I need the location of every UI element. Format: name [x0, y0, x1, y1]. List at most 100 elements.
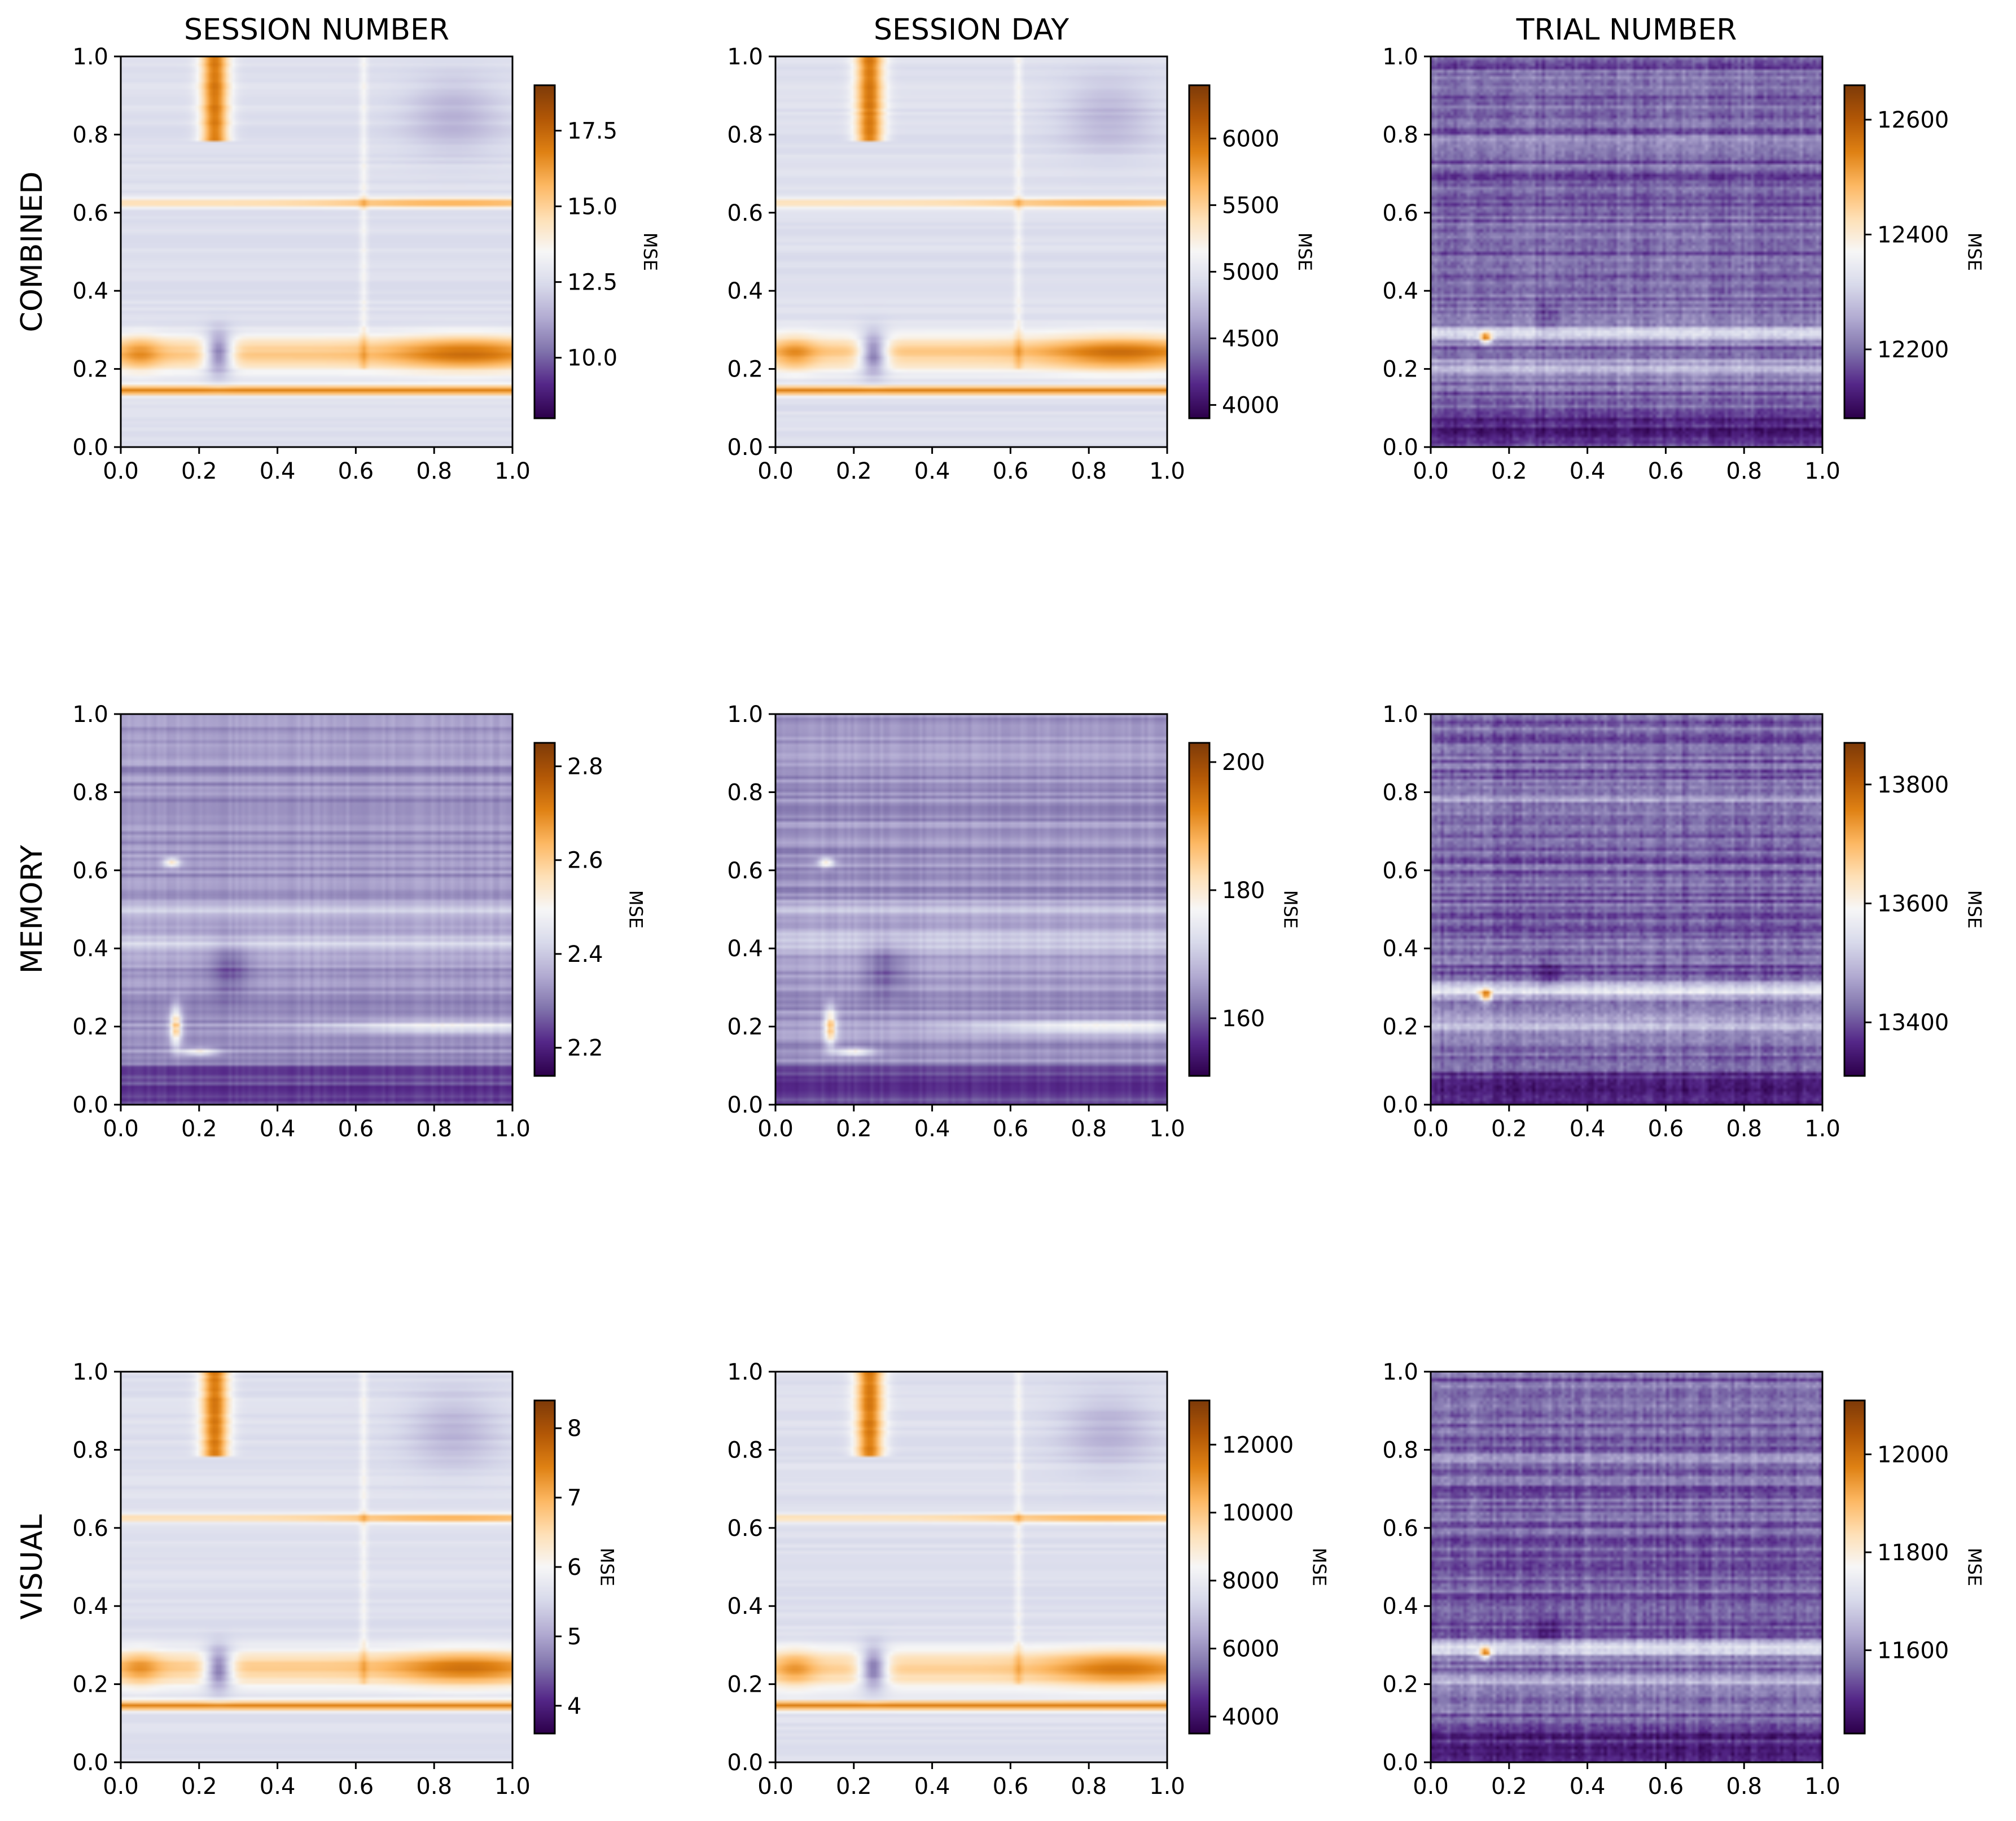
y-tick-label: 1.0: [72, 1359, 108, 1385]
colorbar-tick-label: 180: [1222, 878, 1265, 904]
x-tick-label: 1.0: [494, 458, 531, 484]
x-tick-label: 0.8: [1071, 1116, 1107, 1142]
y-tick-label: 0.4: [72, 936, 108, 962]
axes-frame: [120, 55, 514, 448]
x-tick-label: 1.0: [1804, 458, 1840, 484]
y-tick-label: 0.6: [72, 200, 108, 226]
colorbar-tick-label: 160: [1222, 1006, 1265, 1032]
y-tick-label: 0.0: [727, 1092, 763, 1118]
x-tick-label: 0.4: [1570, 1774, 1606, 1800]
x-tick-label: 0.6: [1648, 1774, 1684, 1800]
x-tick-label: 0.0: [757, 458, 794, 484]
colorbar: [534, 743, 555, 1076]
y-tick-label: 0.2: [1382, 1014, 1418, 1040]
panel-visual-session-day: 0.0 0.2 0.4 0.6 0.8 1.0 0.0 0.2 0.4 0.6 0.8 1.0 4000…: [727, 1359, 1330, 1800]
colorbar-label: MSE: [639, 233, 661, 271]
y-tick-label: 0.6: [1382, 1516, 1418, 1542]
y-tick-label: 0.8: [727, 780, 763, 806]
colorbar-label: MSE: [1294, 233, 1316, 271]
x-tick-label: 0.0: [103, 458, 139, 484]
x-tick-label: 0.6: [993, 1774, 1029, 1800]
panel-memory-session-number: 0.0 0.2 0.4 0.6 0.8 1.0 0.0 0.2 0.4 0.6 0.8 1.0 2.2 2…: [72, 702, 646, 1142]
colorbar-label: MSE: [1309, 1548, 1330, 1586]
x-tick-label: 0.0: [103, 1774, 139, 1800]
x-tick-label: 0.6: [338, 1774, 374, 1800]
colorbar-tick-label: 10.0: [567, 345, 617, 371]
heatmap-image: [1431, 1372, 1822, 1762]
colorbar: [534, 1400, 555, 1734]
colorbar-frame: [1188, 742, 1211, 1077]
y-tick-label: 0.4: [727, 1594, 763, 1619]
y-tick-label: 0.0: [72, 1092, 108, 1118]
y-tick-label: 0.8: [1382, 122, 1418, 148]
y-tick-label: 0.4: [1382, 936, 1418, 962]
x-tick-label: 0.2: [836, 1774, 872, 1800]
panel-combined-session-day: 0.0 0.2 0.4 0.6 0.8 1.0 0.0 0.2 0.4 0.6 0.8 1.0 4000…: [727, 44, 1316, 484]
panel-visual-trial-number: 0.0 0.2 0.4 0.6 0.8 1.0 0.0 0.2 0.4 0.6 0.8 1.0 1160…: [1382, 1359, 1985, 1800]
colorbar-tick-label: 5000: [1222, 259, 1279, 285]
x-tick-label: 0.0: [1413, 1116, 1449, 1142]
colorbar-frame: [1843, 742, 1866, 1077]
colorbar: [1189, 1400, 1209, 1734]
y-tick-label: 0.0: [1382, 435, 1418, 461]
x-tick-label: 0.6: [338, 1116, 374, 1142]
x-tick-label: 0.4: [260, 458, 296, 484]
y-tick-label: 0.4: [1382, 1594, 1418, 1619]
y-tick-label: 0.6: [72, 858, 108, 884]
colorbar-tick-label: 12600: [1877, 107, 1949, 133]
y-tick-label: 0.4: [727, 278, 763, 304]
x-tick-label: 1.0: [494, 1774, 531, 1800]
axes-frame: [120, 1371, 514, 1763]
colorbar-tick-label: 12400: [1877, 222, 1949, 248]
y-tick-label: 0.6: [727, 1516, 763, 1542]
axes-frame: [1430, 1371, 1824, 1763]
y-tick-label: 0.4: [727, 936, 763, 962]
colorbar: [1844, 743, 1865, 1076]
y-tick-label: 0.4: [72, 278, 108, 304]
y-tick-label: 0.0: [727, 435, 763, 461]
colorbar-tick-label: 2.8: [567, 754, 603, 780]
y-tick-label: 0.8: [72, 1437, 108, 1463]
x-tick-label: 0.0: [1413, 458, 1449, 484]
y-tick-label: 0.0: [72, 1750, 108, 1776]
colorbar-tick-label: 12200: [1877, 337, 1949, 363]
x-tick-label: 1.0: [1149, 1774, 1185, 1800]
colorbar-tick-label: 10000: [1222, 1500, 1294, 1526]
y-tick-label: 0.0: [72, 435, 108, 461]
x-tick-label: 0.0: [757, 1774, 794, 1800]
x-tick-label: 0.0: [757, 1116, 794, 1142]
colorbar-tick-label: 12000: [1222, 1432, 1294, 1458]
x-tick-label: 0.2: [1491, 1774, 1527, 1800]
y-tick-label: 0.6: [72, 1516, 108, 1542]
x-tick-label: 1.0: [1149, 1116, 1185, 1142]
axes-frame: [1430, 55, 1824, 448]
column-title: TRIAL NUMBER: [1516, 13, 1737, 47]
axes-frame: [774, 55, 1168, 448]
colorbar-tick-label: 13400: [1877, 1010, 1949, 1036]
colorbar-tick-label: 6000: [1222, 126, 1279, 152]
y-tick-label: 1.0: [1382, 702, 1418, 728]
axes-frame: [774, 713, 1168, 1106]
y-tick-label: 0.4: [1382, 278, 1418, 304]
y-tick-label: 0.0: [727, 1750, 763, 1776]
x-tick-label: 0.6: [1648, 1116, 1684, 1142]
colorbar-tick-label: 6000: [1222, 1636, 1279, 1662]
colorbar-tick-label: 12.5: [567, 270, 617, 296]
x-tick-label: 0.6: [338, 458, 374, 484]
y-tick-label: 1.0: [727, 44, 763, 70]
column-title: SESSION DAY: [874, 13, 1069, 47]
y-tick-label: 0.8: [72, 122, 108, 148]
heatmap-image: [1431, 714, 1822, 1105]
colorbar-label: MSE: [1964, 233, 1986, 271]
row-title: MEMORY: [15, 845, 49, 974]
x-tick-label: 0.8: [1071, 458, 1107, 484]
x-tick-label: 0.8: [1726, 458, 1762, 484]
x-tick-label: 0.4: [260, 1774, 296, 1800]
y-tick-label: 0.2: [1382, 357, 1418, 383]
x-tick-label: 0.6: [993, 1116, 1029, 1142]
x-tick-label: 0.6: [993, 458, 1029, 484]
colorbar-tick-label: 2.4: [567, 942, 603, 968]
colorbar-label: MSE: [1280, 890, 1301, 929]
colorbar-tick-label: 6: [567, 1555, 581, 1581]
